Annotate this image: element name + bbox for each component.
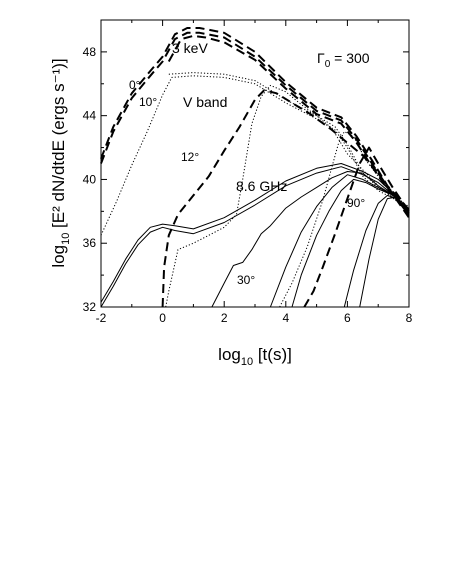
label-8-6ghz: 8.6 GHz: [236, 178, 287, 194]
y-tick-label: 48: [83, 45, 97, 59]
series-line-dashed-0: [100, 31, 410, 212]
series-line-dashed-1: [100, 27, 410, 211]
series-line-dotted-3: [100, 75, 410, 236]
series-line-solid-10: [100, 163, 410, 303]
x-tick-label: -2: [96, 311, 107, 325]
series-line-solid-11: [211, 171, 410, 308]
y-tick-label: 40: [83, 172, 97, 186]
label-angle-90: 90°: [347, 196, 365, 210]
y-axis-title: log10 [E² dN/dtdE (ergs s⁻¹)]: [49, 58, 72, 267]
x-tick-label: 2: [221, 311, 228, 325]
series-group: [100, 27, 410, 308]
series-line-solid-12: [269, 174, 410, 308]
series-line-dashed-5: [161, 89, 410, 308]
label-angle-0: 0°: [129, 78, 141, 92]
x-tick-label: 4: [282, 311, 289, 325]
series-line-solid-15: [359, 196, 410, 308]
y-tick-label: 32: [83, 300, 97, 314]
x-tick-label: 0: [159, 311, 166, 325]
label-angle-10: 10°: [139, 95, 157, 109]
x-axis-title: log10 [t(s)]: [218, 345, 292, 368]
series-line-solid-14: [343, 194, 410, 308]
gamma-annotation: Γ0 = 300: [317, 50, 370, 70]
series-line-dotted-7: [279, 131, 410, 308]
y-tick-label: 44: [83, 109, 97, 123]
y-tick-label: 36: [83, 236, 97, 250]
label-angle-30: 30°: [237, 273, 255, 287]
series-line-solid-13: [291, 178, 410, 308]
series-line-dashed-8: [303, 146, 410, 308]
x-tick-label: 6: [344, 311, 351, 325]
axis-ticks: -2 0 2 4 6 8 32 36 40 44 48: [83, 19, 413, 325]
series-line-dotted-6: [165, 84, 410, 308]
label-3kev: 3 keV: [172, 40, 208, 56]
x-tick-label: 8: [406, 311, 413, 325]
label-angle-12: 12°: [181, 150, 199, 164]
label-vband: V band: [183, 94, 227, 110]
